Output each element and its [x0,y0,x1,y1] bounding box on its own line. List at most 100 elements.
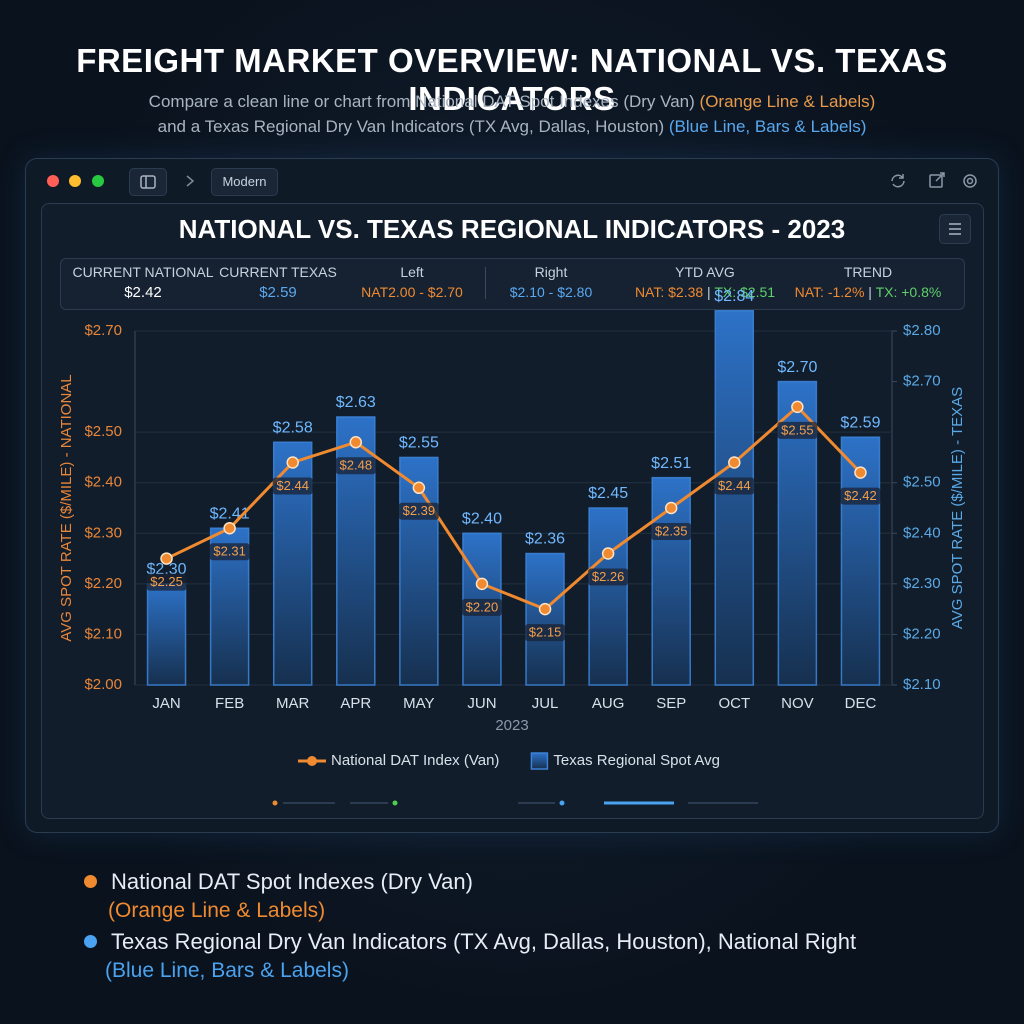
line-point [791,400,804,414]
toolbar-icons [891,172,977,188]
line-point [223,521,236,535]
chevron [186,175,195,187]
x-tick-label: FEB [215,695,244,712]
y2-tick-label: $2.30 [903,575,941,592]
x-tick-label: NOV [781,695,814,712]
point-label-bg [714,477,755,495]
bar-value-label: $2.84 [714,288,754,305]
point-value-label: $2.55 [781,422,814,437]
stat-value: $2.59 [259,284,297,301]
stat-value: NAT: $2.38 [634,284,704,300]
x-tick-label: MAY [403,695,434,712]
subtitle-text: Compare a clean line or chart from Natio… [148,92,695,111]
x-tick-label: AUG [592,695,625,712]
menu-icon [949,223,961,235]
page-title: FREIGHT MARKET OVERVIEW: NATIONAL VS. TE… [76,42,948,117]
bar-value-label: $2.70 [777,359,817,376]
bar-value-label: $2.40 [462,511,502,528]
pager-dot[interactable] [392,800,398,806]
subtitle: and a Texas Regional Dry Van Indicators … [0,117,1024,137]
bar [146,583,187,686]
x-tick-label: DEC [845,695,877,712]
y-tick-label: $2.20 [84,575,122,592]
y-tick-label: $2.50 [84,423,122,440]
bar-value-label: $2.63 [336,394,376,411]
stat-value: NAT: -1.2% [794,284,865,300]
bar-value-label: $2.51 [651,455,691,472]
bar [588,507,628,686]
point-value-label: $2.44 [718,478,751,493]
y-tick-label: $2.30 [84,524,122,541]
bar-value-label: $2.36 [525,531,565,548]
y2-tick-label: $2.80 [903,322,941,339]
point-value-label: $2.44 [276,478,309,493]
y2-tick-label: $2.20 [903,625,941,642]
point-label-bg [398,502,439,520]
stat: Right $2.10 - $2.80 [476,264,626,300]
stat: YTD AVG NAT: $2.38 | TX: $2.51 [615,264,795,300]
pager-dot[interactable] [272,800,278,806]
menu-button[interactable] [939,214,971,244]
line-point [854,466,867,479]
stat-label: CURRENT TEXAS [219,264,337,280]
legend-marker [307,756,317,766]
sidebar-button[interactable] [129,168,167,196]
settings-icon[interactable] [963,174,977,188]
stat: CURRENT NATIONAL $2.42 [68,264,218,301]
bar-value-label: $2.59 [840,414,880,431]
subtitle-text: and a Texas Regional Dry Van Indicators … [157,117,665,136]
pager-dot[interactable] [559,800,565,806]
sidebar-icon [140,175,156,189]
y2-tick-label: $2.50 [903,474,941,491]
stat: CURRENT TEXAS $2.59 [203,264,353,301]
stats-bar [60,258,965,310]
point-value-label: $2.20 [466,599,499,614]
close-dot[interactable] [47,175,59,187]
point-value-label: $2.26 [592,569,625,584]
line-point [664,501,678,515]
x-tick-label: APR [340,695,371,712]
x-tick-label: JAN [152,695,180,712]
bar [714,310,755,686]
point-label-bg [146,573,187,591]
point-value-label: $2.15 [529,625,562,640]
point-value-label: $2.42 [844,488,877,503]
line-point [475,577,489,591]
stat-label: TREND [843,264,893,280]
point-label-bg [209,543,250,561]
note-dot [84,935,97,948]
stat-label: CURRENT NATIONAL [72,264,214,280]
point-value-label: $2.39 [403,503,436,518]
stat-label: YTD AVG [675,264,735,280]
point-label-bg [335,457,376,475]
note-sub: (Orange Line & Labels) [108,899,326,922]
point-label-bg [840,487,881,505]
share-icon[interactable] [929,172,945,188]
y-tick-label: $2.40 [84,474,122,491]
legend-item: National DAT Index (Van) [298,752,499,769]
note: National DAT Spot Indexes (Dry Van) [111,869,473,894]
point-label-bg [777,421,818,439]
x-tick-label: MAR [276,695,310,712]
line-point [412,481,426,495]
minimize-dot[interactable] [69,175,81,187]
maximize-dot[interactable] [92,175,104,187]
subtitle-highlight: (Orange Line & Labels) [699,92,876,111]
x-tick-label: JUN [467,695,496,712]
tab[interactable]: Modern [211,168,278,196]
stat-value: $2.42 [124,284,162,301]
y2-tick-label: $2.40 [903,524,941,541]
stat-value: TX: $2.51 [714,284,776,300]
point-value-label: $2.48 [340,458,373,473]
refresh-icon[interactable] [891,174,905,188]
point-label-bg [525,624,566,642]
bar-value-label: $2.55 [399,435,439,452]
x-tick-label: OCT [718,695,750,712]
y2-axis-label: AVG SPOT RATE ($/MILE) - TEXAS [949,387,966,629]
stat-label: Right [534,264,568,280]
note: Texas Regional Dry Van Indicators (TX Av… [111,929,857,954]
point-value-label: $2.31 [213,544,246,559]
y-tick-label: $2.10 [84,625,122,642]
point-value-label: $2.25 [150,574,183,589]
